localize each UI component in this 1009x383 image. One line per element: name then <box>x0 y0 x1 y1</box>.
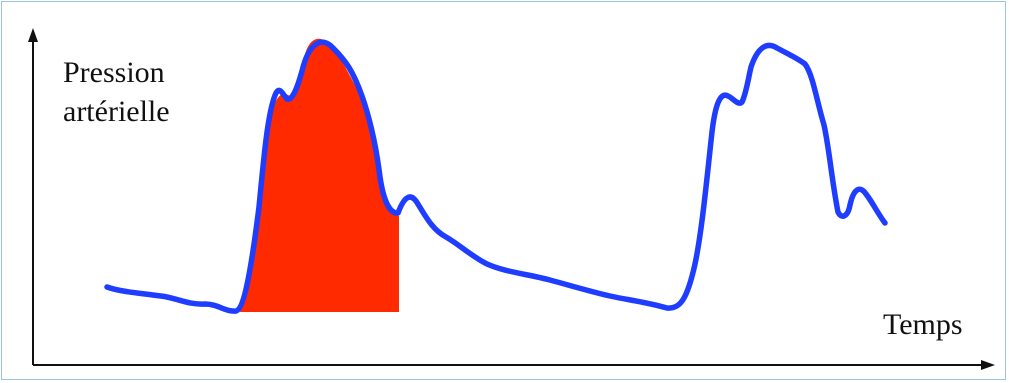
y-axis-label-line1: Pression <box>63 56 165 89</box>
pressure-curve <box>104 39 888 314</box>
x-axis-label: Temps <box>883 308 963 341</box>
y-axis-arrow <box>28 28 38 42</box>
x-axis-arrow <box>981 360 995 370</box>
y-axis-label-line2: artérielle <box>63 95 170 128</box>
shaded-area <box>240 38 399 313</box>
